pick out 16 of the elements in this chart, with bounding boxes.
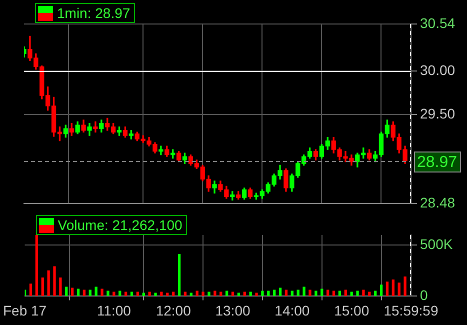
y-tick-label: 0: [420, 287, 428, 304]
y-tick-label: 30.00: [420, 62, 456, 78]
x-tick-label: 15:00: [334, 302, 370, 318]
x-tick-label: 11:00: [96, 302, 132, 318]
y-tick-label: 500K: [420, 236, 454, 252]
x-tick-label: 12:00: [156, 302, 192, 318]
x-tick-label: 14:00: [274, 302, 310, 318]
y-tick-label: 30.54: [420, 14, 456, 31]
x-tick-label: 13:00: [215, 302, 250, 318]
x-tick-label: Feb 17: [2, 302, 47, 318]
ref-line-label: 28.97: [417, 154, 458, 171]
legend-label: Volume: 21,262,100: [58, 217, 182, 233]
legend-label: 1min: 28.97: [57, 5, 130, 21]
x-tick-label: 15:59:59: [384, 302, 438, 318]
y-tick-label: 28.48: [420, 194, 456, 210]
y-tick-label: 29.50: [420, 106, 456, 122]
